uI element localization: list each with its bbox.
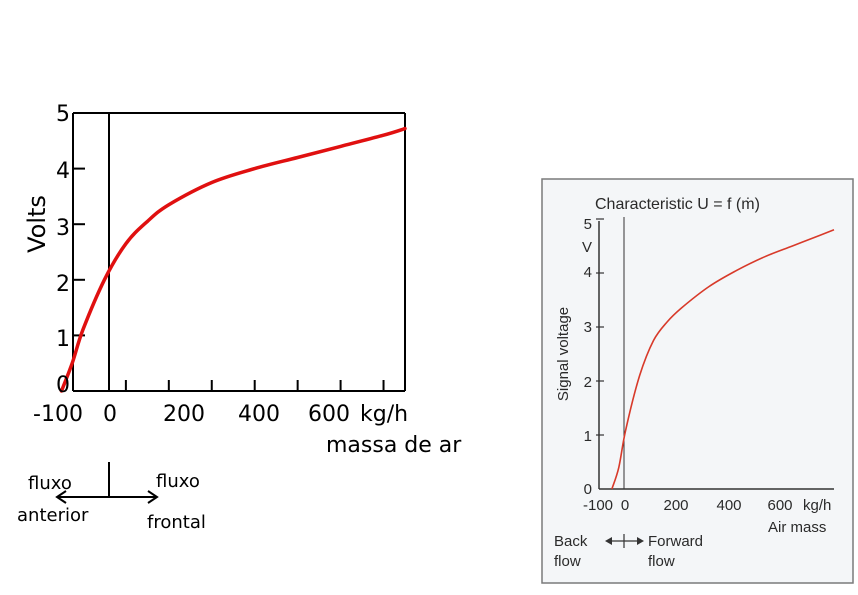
right-back-flow-label-bottom: flow [554,553,581,570]
left-x-tick-label-0: 0 [103,402,117,427]
right-x-tick-label-0: 0 [621,497,629,514]
left-x-tick-label-400: 400 [238,402,280,427]
right-x-tick-label-neg100: -100 [583,497,613,514]
left-y-tick-label-5: 5 [56,102,70,127]
left-x-tick-label-neg100: -100 [33,402,83,427]
left-series-line [59,126,407,393]
right-y-tick-label-3: 3 [584,319,592,336]
left-x-tick-label-600: 600 [308,402,350,427]
left-y-tick-label-1: 1 [56,327,70,352]
left-back-flow-label-top: fluxo [28,473,72,494]
left-x-unit: kg/h [360,402,408,427]
right-back-flow-label-top: Back [554,533,588,550]
right-x-unit: kg/h [803,497,831,514]
left-plot-frame [72,112,406,392]
right-y-tick-label-5: 5 [584,216,592,233]
right-y-ticks [596,218,604,436]
left-back-flow-label-bottom: anterior [17,505,89,526]
right-y-tick-label-1: 1 [584,428,592,445]
left-y-tick-label-0: 0 [56,373,70,398]
left-forward-flow-label-bottom: frontal [147,512,206,533]
right-chart: Characteristic U = f (ṁ) 0 1 2 3 4 5 V S… [541,178,854,584]
right-x-axis-label: Air mass [768,519,826,536]
right-forward-flow-label-bottom: flow [648,553,675,570]
left-x-tick-label-200: 200 [163,402,205,427]
left-x-axis-label: massa de ar [326,433,462,458]
left-y-tick-label-4: 4 [56,159,70,184]
right-axes [598,221,834,490]
right-chart-panel [541,178,854,584]
right-y-unit: V [582,239,592,256]
left-y-ticks [73,167,85,337]
left-x-ticks [124,380,385,391]
right-chart-title: Characteristic U = f (ṁ) [595,196,760,213]
right-y-tick-label-0: 0 [584,481,592,498]
right-series-line [611,229,835,490]
right-forward-flow-label-top: Forward [648,533,703,550]
left-y-tick-label-3: 3 [56,216,70,241]
right-x-tick-label-600: 600 [767,497,792,514]
right-x-tick-label-400: 400 [716,497,741,514]
right-y-tick-label-2: 2 [584,374,592,391]
left-chart: 0 1 2 3 4 5 -100 0 200 400 600 kg/h mass… [17,102,462,533]
right-x-tick-label-200: 200 [663,497,688,514]
right-flow-indicator [605,534,644,548]
left-y-tick-label-2: 2 [56,272,70,297]
left-flow-indicator [55,462,159,504]
right-y-tick-label-4: 4 [584,264,592,281]
left-y-axis-label: Volts [23,195,51,253]
left-forward-flow-label-top: fluxo [156,471,200,492]
right-y-axis-label: Signal voltage [555,307,572,401]
